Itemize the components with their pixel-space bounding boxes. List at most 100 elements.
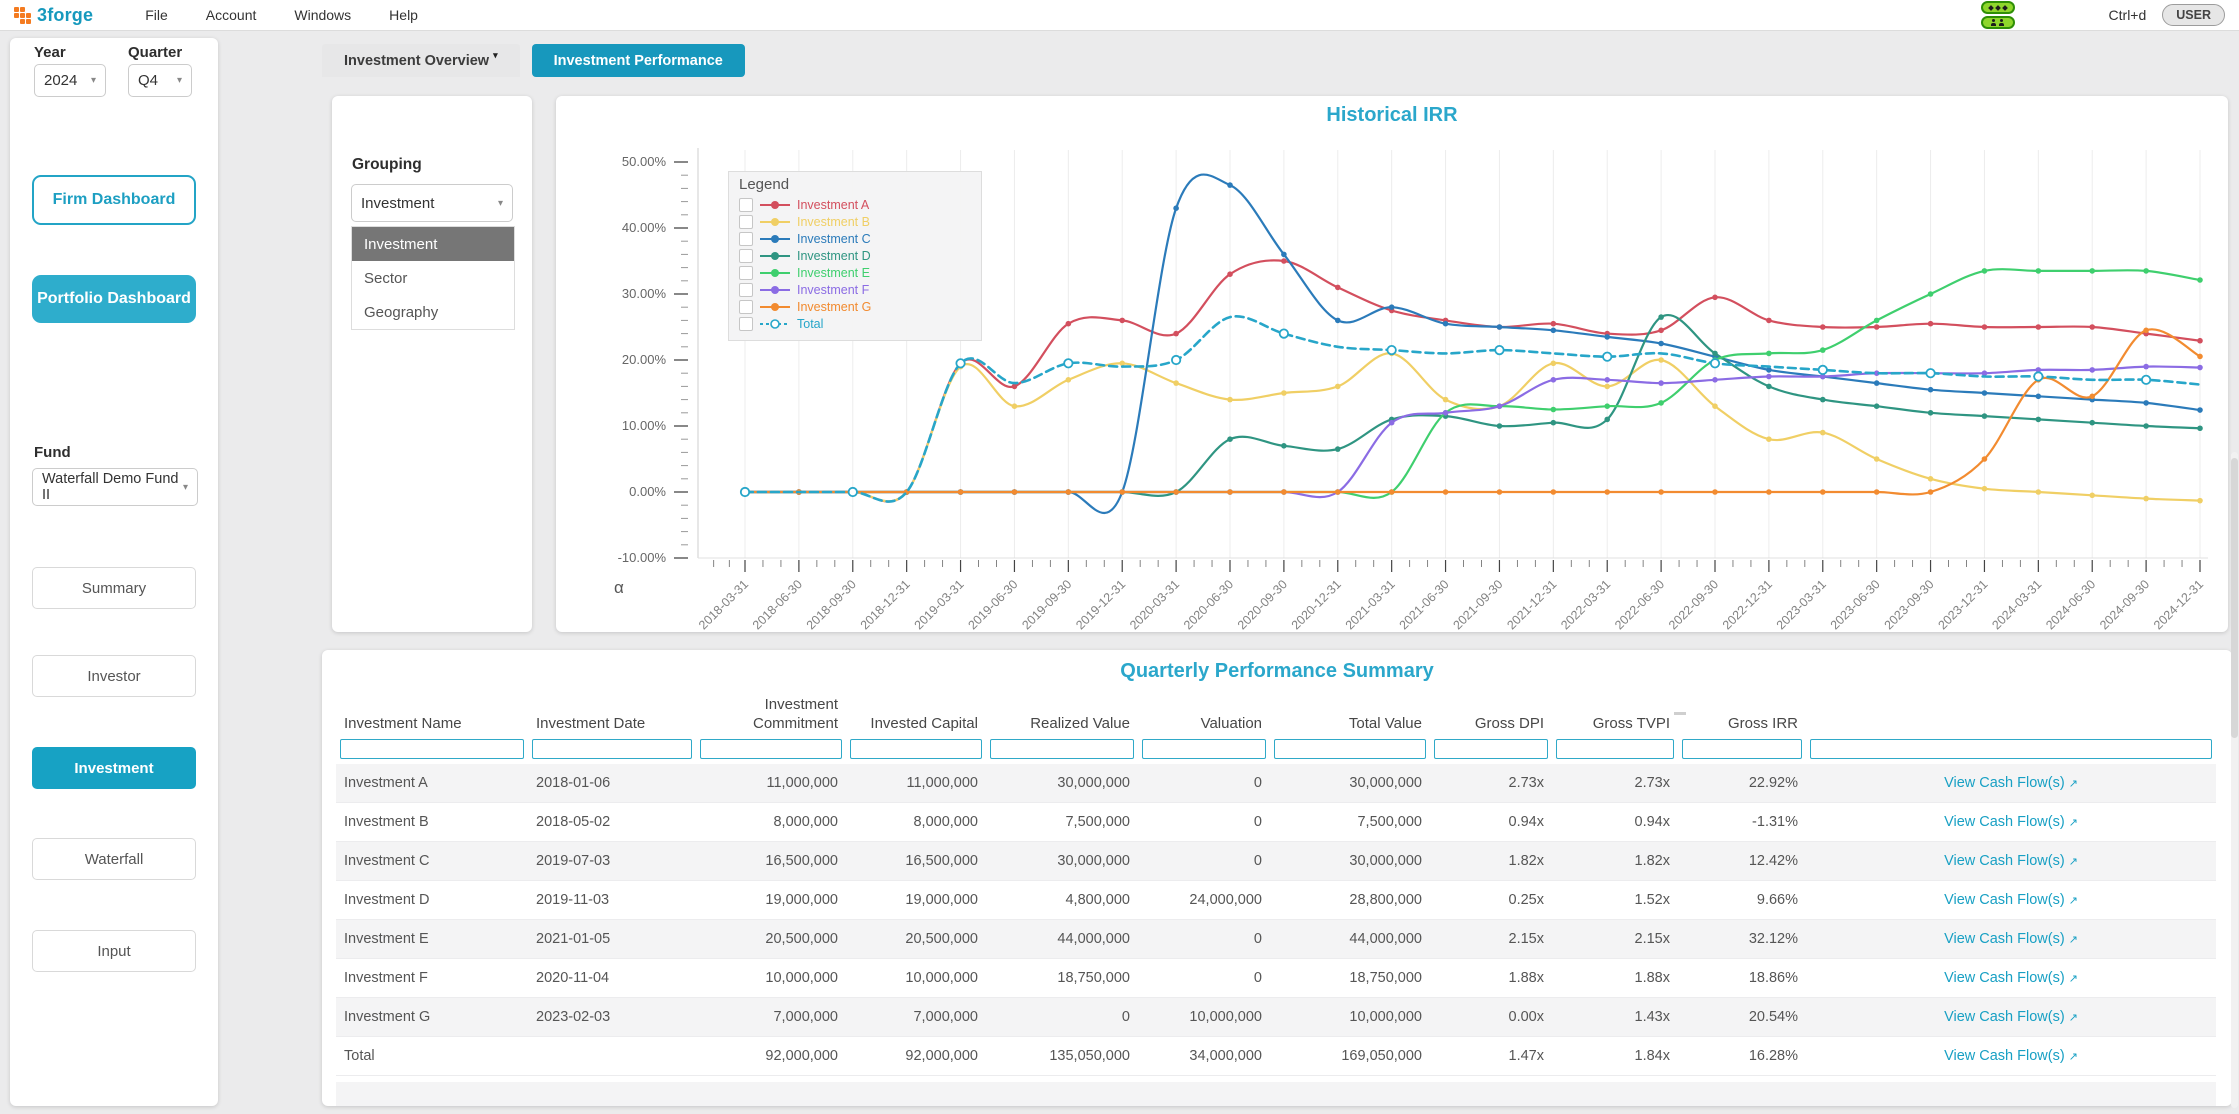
fund-select[interactable]: Waterfall Demo Fund II ▾ (32, 468, 198, 506)
external-link-arrow-icon: ↗ (2069, 934, 2078, 946)
filter-input-investment-date[interactable] (532, 739, 692, 759)
legend-checkbox[interactable] (739, 317, 753, 331)
svg-text:2019-06-30: 2019-06-30 (965, 577, 1020, 632)
column-header-gross-irr[interactable]: Gross IRR (1678, 694, 1806, 736)
table-row[interactable]: Investment E2021-01-0520,500,00020,500,0… (336, 919, 2216, 958)
user-button[interactable]: USER (2162, 4, 2225, 26)
chevron-down-icon: ▾ (183, 482, 188, 493)
grouping-select[interactable]: Investment ▾ (351, 184, 513, 222)
cell-investment-name: Investment C (336, 841, 528, 880)
column-header-realized-value[interactable]: Realized Value (986, 694, 1138, 736)
svg-text:2022-06-30: 2022-06-30 (1612, 577, 1667, 632)
grouping-option-geography[interactable]: Geography (352, 295, 514, 329)
tab-investment-performance[interactable]: Investment Performance (532, 44, 745, 77)
filter-input-investment-commitment[interactable] (700, 739, 842, 759)
legend-checkbox[interactable] (739, 232, 753, 246)
menu-windows[interactable]: Windows (294, 7, 351, 23)
filter-input-gross-dpi[interactable] (1434, 739, 1548, 759)
performance-table: Investment NameInvestment DateInvestment… (336, 694, 2216, 1076)
view-cash-flows-link[interactable]: View Cash Flow(s) ↗ (1944, 931, 2078, 947)
column-header-actions[interactable] (1806, 694, 2216, 736)
legend-item-investment-f[interactable]: Investment F (739, 281, 971, 298)
table-row[interactable]: Investment B2018-05-028,000,0008,000,000… (336, 802, 2216, 841)
menu-account[interactable]: Account (206, 7, 257, 23)
view-cash-flows-link[interactable]: View Cash Flow(s) ↗ (1944, 1048, 2078, 1064)
link-status-icon[interactable] (1981, 1, 2015, 14)
legend-item-investment-b[interactable]: Investment B (739, 213, 971, 230)
legend-item-total[interactable]: Total (739, 315, 971, 332)
view-cash-flows-link[interactable]: View Cash Flow(s) ↗ (1944, 970, 2078, 986)
grouping-option-sector[interactable]: Sector (352, 261, 514, 295)
cell-investment-commitment: 11,000,000 (696, 764, 846, 803)
scrollbar-thumb[interactable] (2231, 458, 2238, 738)
svg-text:-10.00%: -10.00% (618, 550, 667, 565)
connection-status-icons[interactable] (1981, 1, 2015, 29)
column-header-gross-tvpi[interactable]: Gross TVPI (1552, 694, 1678, 736)
legend-checkbox[interactable] (739, 283, 753, 297)
table-row[interactable]: Investment C2019-07-0316,500,00016,500,0… (336, 841, 2216, 880)
cell-investment-name: Investment E (336, 919, 528, 958)
grouping-option-investment[interactable]: Investment (352, 227, 514, 261)
topbar-right: Ctrl+d USER (1981, 1, 2225, 29)
legend-label: Investment A (797, 198, 869, 212)
view-cash-flows-link[interactable]: View Cash Flow(s) ↗ (1944, 1009, 2078, 1025)
legend-checkbox[interactable] (739, 198, 753, 212)
cell-investment-commitment: 7,000,000 (696, 997, 846, 1036)
sidebar-item-waterfall[interactable]: Waterfall (32, 838, 196, 880)
filter-input-gross-irr[interactable] (1682, 739, 1802, 759)
cell-investment-date: 2021-01-05 (528, 919, 696, 958)
filter-input-invested-capital[interactable] (850, 739, 982, 759)
cell-investment-commitment: 8,000,000 (696, 802, 846, 841)
quarter-select[interactable]: Q4 ▾ (128, 64, 192, 97)
view-cash-flows-link[interactable]: View Cash Flow(s) ↗ (1944, 775, 2078, 791)
vertical-scrollbar[interactable] (2231, 452, 2238, 1108)
legend-checkbox[interactable] (739, 266, 753, 280)
filter-input-investment-name[interactable] (340, 739, 524, 759)
year-select[interactable]: 2024 ▾ (34, 64, 106, 97)
filter-input-total-value[interactable] (1274, 739, 1426, 759)
legend-checkbox[interactable] (739, 215, 753, 229)
table-total-row[interactable]: Total92,000,00092,000,000135,050,00034,0… (336, 1036, 2216, 1075)
firm-dashboard-button[interactable]: Firm Dashboard (32, 175, 196, 225)
menu-file[interactable]: File (145, 7, 168, 23)
column-header-investment-name[interactable]: Investment Name (336, 694, 528, 736)
legend-item-investment-e[interactable]: Investment E (739, 264, 971, 281)
column-header-gross-dpi[interactable]: Gross DPI (1430, 694, 1552, 736)
table-row[interactable]: Investment D2019-11-0319,000,00019,000,0… (336, 880, 2216, 919)
tab-investment-overview[interactable]: Investment Overview▾ (322, 44, 520, 77)
legend-marker-icon (760, 233, 790, 245)
column-header-investment-date[interactable]: Investment Date (528, 694, 696, 736)
legend-checkbox[interactable] (739, 300, 753, 314)
sidebar-item-investment[interactable]: Investment (32, 747, 196, 789)
sidebar-item-summary[interactable]: Summary (32, 567, 196, 609)
sidebar-item-investor[interactable]: Investor (32, 655, 196, 697)
filter-input-realized-value[interactable] (990, 739, 1134, 759)
column-header-valuation[interactable]: Valuation (1138, 694, 1270, 736)
table-row[interactable]: Investment F2020-11-0410,000,00010,000,0… (336, 958, 2216, 997)
view-cash-flows-link[interactable]: View Cash Flow(s) ↗ (1944, 814, 2078, 830)
legend-item-investment-d[interactable]: Investment D (739, 247, 971, 264)
legend-item-investment-c[interactable]: Investment C (739, 230, 971, 247)
legend-checkbox[interactable] (739, 249, 753, 263)
alpha-axis-toggle[interactable]: α (614, 578, 624, 598)
column-header-total-value[interactable]: Total Value (1270, 694, 1430, 736)
view-cash-flows-link[interactable]: View Cash Flow(s) ↗ (1944, 892, 2078, 908)
legend-item-investment-g[interactable]: Investment G (739, 298, 971, 315)
users-status-icon[interactable] (1981, 16, 2015, 29)
column-header-invested-capital[interactable]: Invested Capital (846, 694, 986, 736)
filter-input-gross-tvpi[interactable] (1556, 739, 1674, 759)
legend-item-investment-a[interactable]: Investment A (739, 196, 971, 213)
table-row[interactable]: Investment G2023-02-037,000,0007,000,000… (336, 997, 2216, 1036)
column-header-investment-commitment[interactable]: Investment Commitment (696, 694, 846, 736)
portfolio-dashboard-button[interactable]: Portfolio Dashboard (32, 275, 196, 323)
column-options-dash[interactable] (1674, 712, 1686, 715)
table-row[interactable]: Investment A2018-01-0611,000,00011,000,0… (336, 764, 2216, 803)
sidebar-item-input[interactable]: Input (32, 930, 196, 972)
filter-input-valuation[interactable] (1142, 739, 1266, 759)
cell-total-value: 44,000,000 (1270, 919, 1430, 958)
view-cash-flows-link[interactable]: View Cash Flow(s) ↗ (1944, 853, 2078, 869)
svg-text:2020-03-31: 2020-03-31 (1127, 577, 1182, 632)
menu-help[interactable]: Help (389, 7, 418, 23)
quarter-value: Q4 (138, 72, 158, 89)
filter-input-actions[interactable] (1810, 739, 2212, 759)
